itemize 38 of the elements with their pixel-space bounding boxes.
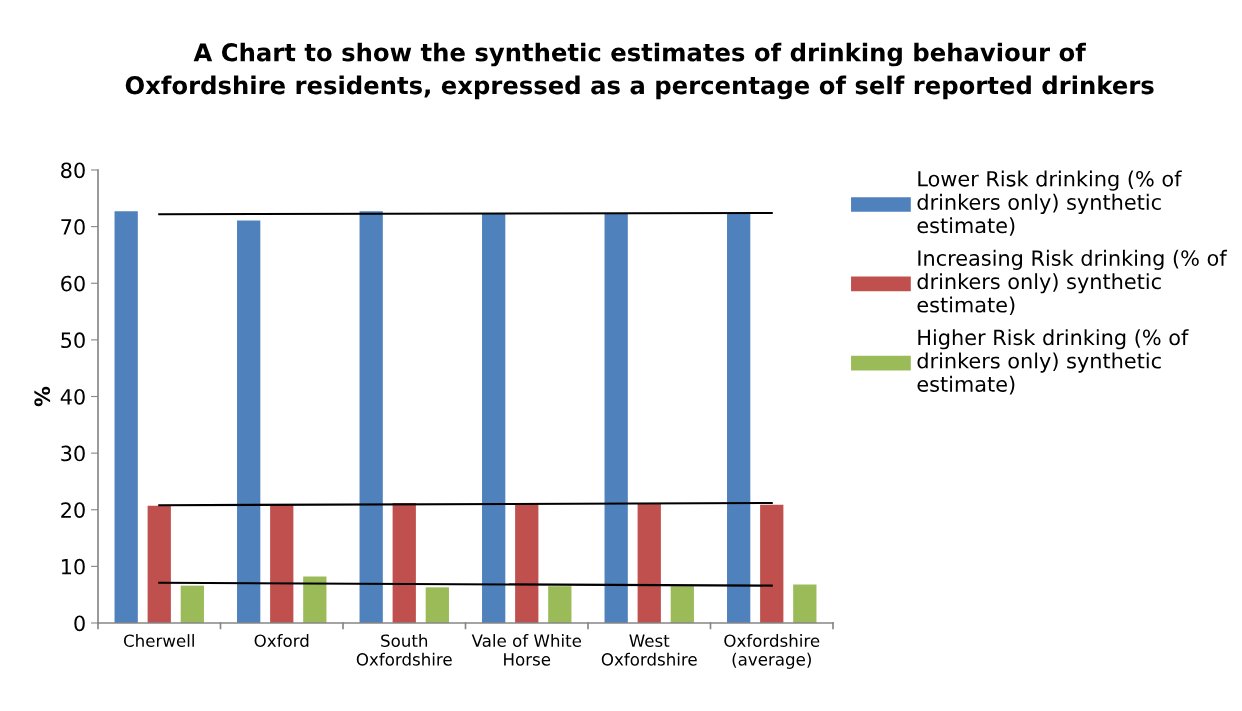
- x-tick-label: Cherwell: [123, 634, 194, 648]
- bar: [270, 504, 294, 623]
- y-axis-title: %: [34, 386, 51, 407]
- y-tick-label: 0: [74, 615, 85, 632]
- legend-label: Higher Risk drinking (% of drinkers only) synthetic estimate): [917, 329, 1189, 395]
- bar: [548, 586, 572, 623]
- bar: [604, 213, 628, 623]
- bar: [515, 504, 539, 623]
- bar: [425, 587, 449, 623]
- bar: [359, 211, 383, 623]
- y-tick-label: 50: [61, 332, 85, 349]
- bar: [114, 211, 138, 623]
- chart-title: A Chart to show the synthetic estimates of drinking behaviour of Oxfordshire residents, expressed as a percentage of self reported drinkers: [125, 42, 1154, 100]
- bar: [180, 585, 204, 623]
- y-tick-label: 70: [61, 219, 85, 235]
- y-tick-label: 30: [61, 445, 85, 462]
- x-tick-label: Oxford: [254, 634, 309, 648]
- bar: [727, 213, 751, 623]
- bar: [760, 504, 784, 623]
- bar: [670, 586, 694, 623]
- bar: [303, 576, 327, 623]
- y-tick-label: 80: [61, 162, 85, 179]
- legend-label: Lower Risk drinking (% of drinkers only) synthetic estimate): [917, 170, 1182, 236]
- x-tick-label: Vale of White Horse: [471, 634, 582, 666]
- y-tick-label: 10: [61, 558, 85, 575]
- y-tick-label: 40: [60, 388, 85, 405]
- bar: [392, 502, 416, 623]
- x-tick-label: West Oxfordshire: [601, 634, 697, 666]
- y-tick-label: 20: [61, 502, 85, 518]
- bar: [793, 584, 817, 623]
- x-tick-label: Oxfordshire (average): [724, 634, 820, 669]
- legend-label: Increasing Risk drinking (% of drinkers only) synthetic estimate): [917, 249, 1228, 316]
- y-tick-label: 60: [61, 275, 85, 292]
- bar: [482, 213, 506, 623]
- bar: [637, 504, 661, 623]
- bar: [147, 505, 171, 623]
- x-tick-label: South Oxfordshire: [356, 634, 452, 666]
- bar: [237, 220, 261, 623]
